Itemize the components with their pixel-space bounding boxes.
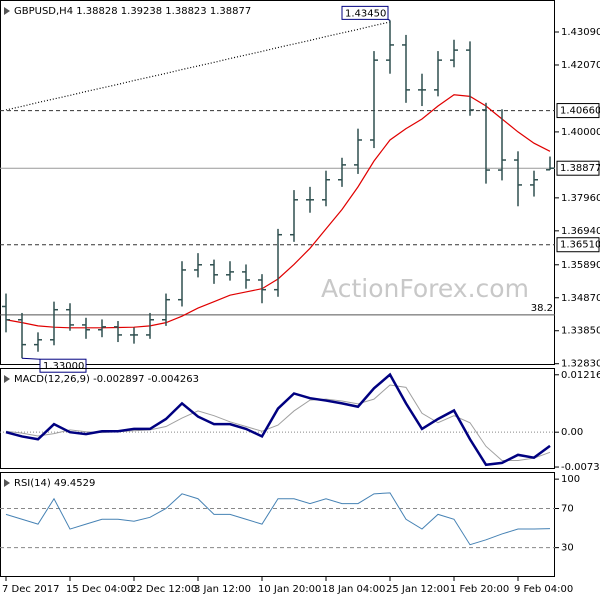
y-tick-label: 1.34870 — [561, 293, 600, 304]
level-box — [556, 237, 600, 253]
x-tick-label: 9 Feb 04:00 — [514, 584, 573, 595]
x-tick-label: 1 Feb 20:00 — [450, 584, 509, 595]
title-icon — [4, 7, 10, 15]
panel-frame — [0, 472, 555, 577]
panel-title: MACD(12,26,9) -0.002897 -0.004263 — [14, 374, 199, 385]
level-box — [556, 160, 600, 176]
x-tick-label: 15 Dec 04:00 — [66, 584, 133, 595]
annotation-box — [341, 5, 389, 20]
panel-frame — [0, 368, 555, 469]
annotation-pointer — [21, 357, 41, 360]
y-tick-label: -0.007384 — [561, 462, 600, 473]
y-tick-label: 0.012164 — [561, 370, 600, 381]
line — [5, 492, 551, 546]
level-label: 1.36510 — [560, 240, 600, 251]
y-tick-label: 30 — [561, 543, 574, 554]
y-tick-label: 1.35890 — [561, 260, 600, 271]
x-tick-label: 22 Dec 12:00 — [130, 584, 197, 595]
annotation-label: 1.33000 — [43, 361, 84, 372]
y-tick-label: 1.40000 — [561, 127, 600, 138]
y-tick-label: 1.37960 — [561, 193, 600, 204]
level-label: 1.38877 — [560, 163, 600, 174]
panel-title: RSI(14) 49.4529 — [14, 478, 95, 489]
y-tick-label: 0.00 — [561, 427, 583, 438]
y-tick-label: 1.32830 — [561, 359, 600, 370]
y-tick-label: 1.42070 — [561, 60, 600, 71]
x-tick-label: 7 Dec 2017 — [2, 584, 60, 595]
level-box — [556, 103, 600, 119]
line — [5, 372, 551, 467]
fib-label: 38.2 — [531, 303, 553, 314]
title-icon — [4, 375, 10, 383]
y-tick-label: 1.33850 — [561, 326, 600, 337]
watermark: ActionForex.com — [321, 274, 529, 303]
x-tick-label: 3 Jan 12:00 — [194, 584, 251, 595]
y-tick-label: 1.43090 — [561, 27, 600, 38]
title-icon — [4, 479, 10, 487]
y-tick-label: 100 — [561, 474, 580, 485]
panel-title: GBPUSD,H4 1.38828 1.39238 1.38823 1.3887… — [14, 6, 251, 17]
level-label: 1.40660 — [560, 106, 600, 117]
annotation-pointer — [387, 18, 391, 21]
annotation-label: 1.43450 — [345, 8, 386, 19]
x-tick-label: 25 Jan 12:00 — [386, 584, 449, 595]
x-tick-label: 10 Jan 20:00 — [258, 584, 321, 595]
panel-frame — [0, 0, 555, 365]
x-tick-label: 18 Jan 04:00 — [322, 584, 385, 595]
y-tick-label: 1.36940 — [561, 226, 600, 237]
y-tick-label: 70 — [561, 504, 574, 515]
line — [5, 384, 551, 462]
line — [5, 21, 391, 111]
